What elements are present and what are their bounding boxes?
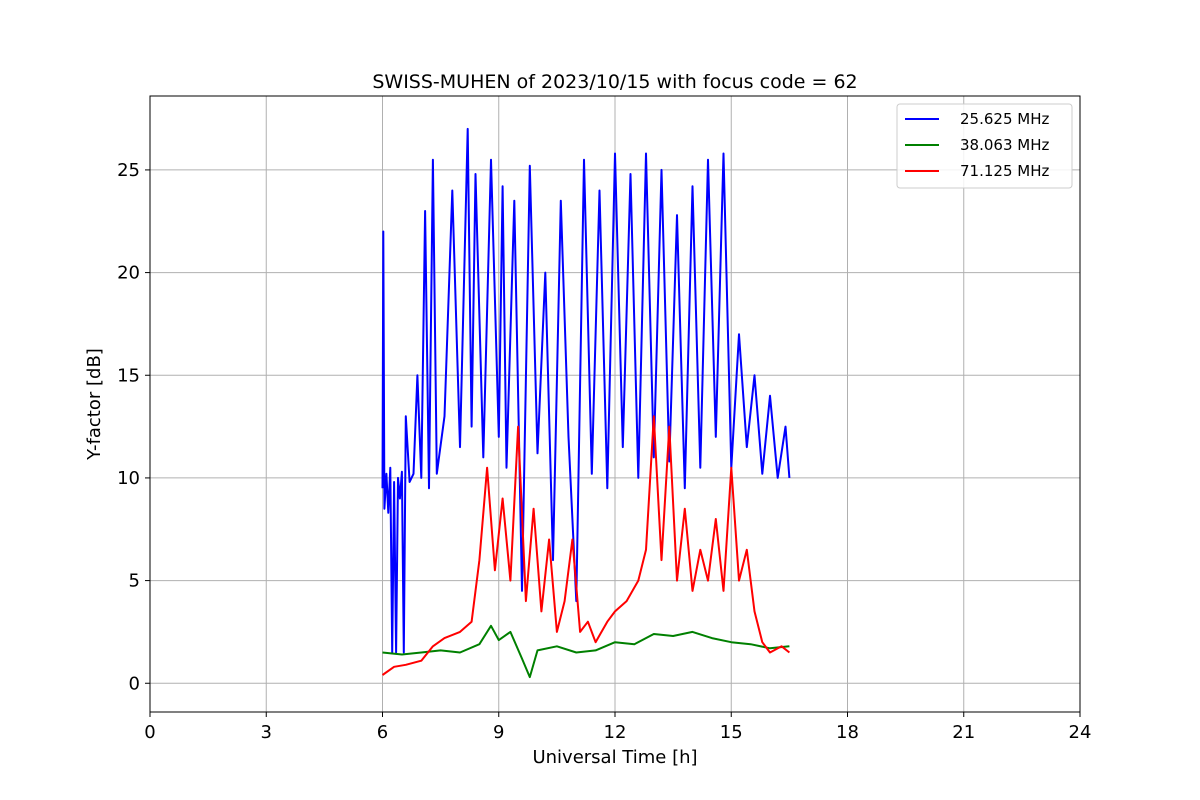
series-line-3 (381, 415, 791, 676)
x-tick-label: 12 (604, 722, 627, 743)
legend-label-1: 25.625 MHz (960, 110, 1049, 128)
y-axis-label: Y-factor [dB] (84, 348, 105, 461)
legend-label-3: 71.125 MHz (960, 162, 1049, 180)
legend-box (896, 103, 1073, 189)
series-line-2 (382, 624, 790, 679)
y-tick-label: 25 (117, 160, 140, 181)
x-axis-label: Universal Time [h] (532, 747, 697, 768)
y-axis: 0 5 10 15 20 25 (117, 160, 150, 694)
chart-title: SWISS-MUHEN of 2023/10/15 with focus cod… (372, 71, 857, 93)
x-tick-label: 24 (1069, 722, 1092, 743)
x-tick-label: 0 (144, 722, 155, 743)
legend-label-2: 38.063 MHz (960, 136, 1049, 154)
y-tick-label: 20 (117, 263, 140, 284)
series-layer (381, 127, 791, 679)
x-tick-label: 6 (377, 722, 388, 743)
y-tick-label: 10 (117, 468, 140, 489)
x-tick-label: 15 (720, 722, 743, 743)
legend: 25.625 MHz 38.063 MHz 71.125 MHz (896, 103, 1073, 189)
series-line-1 (381, 127, 791, 654)
x-tick-label: 9 (493, 722, 504, 743)
y-tick-label: 5 (129, 571, 140, 592)
y-tick-label: 15 (117, 365, 140, 386)
y-tick-label: 0 (129, 673, 140, 694)
x-tick-label: 3 (261, 722, 272, 743)
x-axis: 0 3 6 9 12 15 18 21 24 (144, 712, 1091, 743)
x-tick-label: 18 (836, 722, 859, 743)
x-tick-label: 21 (952, 722, 975, 743)
